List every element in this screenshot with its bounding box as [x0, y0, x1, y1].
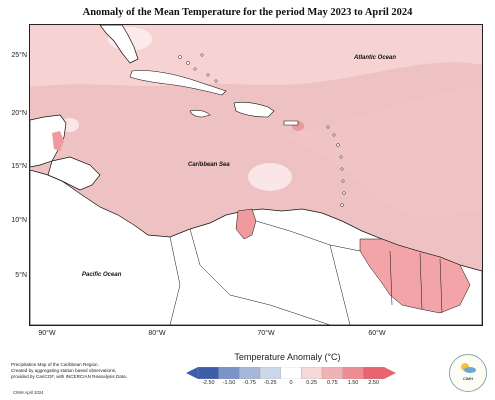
- map-footnote: Precipitation Map of the Caribbean Regio…: [11, 362, 161, 380]
- bahamas-islands: [178, 53, 218, 83]
- guianas-warm-anomaly: [359, 238, 471, 314]
- legend-tick-label: 1.50: [347, 380, 359, 386]
- lon-label-60w: 60°W: [368, 330, 386, 337]
- jamaica: [189, 109, 211, 118]
- maracaibo-warm-anomaly: [235, 208, 257, 240]
- pacific-ocean-label: Pacific Ocean: [82, 272, 122, 278]
- cuba: [129, 70, 227, 96]
- map-title: Anomaly of the Mean Temperature for the …: [82, 7, 413, 18]
- anomaly-map: [30, 25, 482, 325]
- legend-title: Temperature Anomaly (°C): [234, 352, 341, 362]
- legend-arrow-high: [384, 367, 396, 379]
- legend-segment: [363, 367, 385, 379]
- lat-label-25n: 25°N: [11, 52, 27, 59]
- legend-segment: [301, 367, 323, 379]
- lon-label-90w: 90°W: [38, 330, 56, 337]
- cimh-logo-icon: CIMH: [449, 354, 487, 392]
- legend-tick-label: 0.25: [306, 380, 318, 386]
- footnote-line-3: provided by CariCOF, with INCERCIAN Rean…: [11, 374, 127, 379]
- east-caribbean-anomaly: [285, 85, 482, 217]
- legend-segment: [259, 367, 281, 379]
- lat-label-15n: 15°N: [11, 163, 27, 170]
- legend-segments: [197, 367, 385, 379]
- legend-arrow-low: [186, 367, 198, 379]
- central-america: [47, 156, 101, 191]
- legend-segment: [239, 367, 261, 379]
- logo-text: CIMH: [462, 376, 474, 381]
- legend-tick-label: 0: [289, 380, 293, 386]
- legend-segment: [197, 367, 219, 379]
- national-borders: [169, 220, 443, 325]
- belize-warm-anomaly: [52, 131, 64, 151]
- legend-tick-label: -1.50: [222, 380, 236, 386]
- sun-cloud-icon: [461, 363, 476, 373]
- lon-label-70w: 70°W: [257, 330, 275, 337]
- legend-tick-label: -2.50: [202, 380, 215, 386]
- lat-label-10n: 10°N: [11, 217, 27, 224]
- lat-label-20n: 20°N: [11, 110, 27, 117]
- lesser-antilles: [326, 125, 346, 207]
- legend-segment: [218, 367, 240, 379]
- legend-color-bar: [186, 367, 396, 379]
- caribbean-sea-label: Caribbean Sea: [188, 162, 230, 168]
- atlantic-ocean-label: Atlantic Ocean: [354, 55, 397, 61]
- legend-tick-label: 2.50: [368, 380, 380, 386]
- footnote-line-1: Precipitation Map of the Caribbean Regio…: [11, 362, 99, 367]
- hispaniola: [233, 101, 275, 118]
- legend-tick-label: 0.75: [326, 380, 338, 386]
- lon-label-80w: 80°W: [148, 330, 166, 337]
- legend-segment: [321, 367, 343, 379]
- map-credit: CIMH April 2024: [13, 390, 44, 395]
- caribbean-cool-patch: [248, 163, 292, 191]
- puerto-rico: [283, 120, 299, 126]
- legend-segment: [342, 367, 364, 379]
- legend-segment: [280, 367, 302, 379]
- footnote-line-2: Created by aggregating station based obs…: [11, 368, 117, 373]
- florida-peninsula: [99, 25, 139, 64]
- map-frame: [29, 24, 483, 326]
- lat-label-5n: 5°N: [15, 272, 27, 279]
- legend-tick-label: -0.25: [264, 380, 277, 386]
- legend-tick-label: -0.75: [243, 380, 256, 386]
